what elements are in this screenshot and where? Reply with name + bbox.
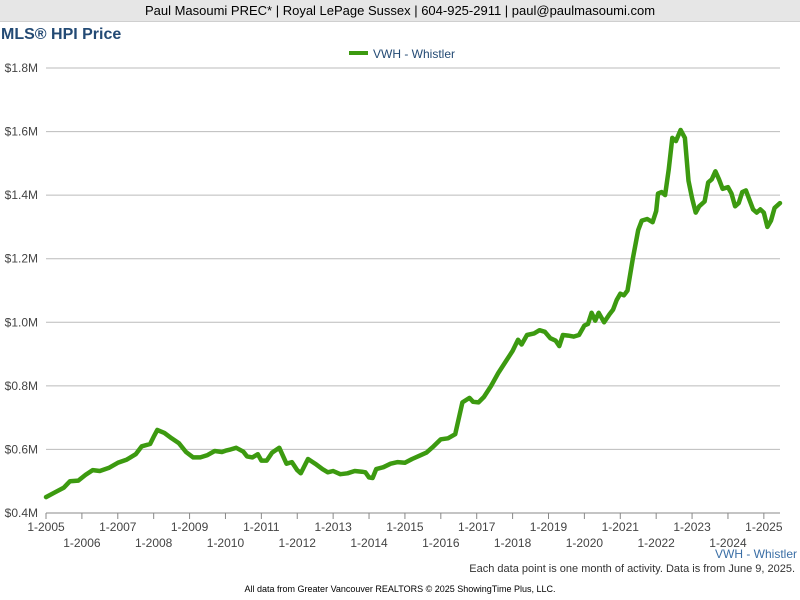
x-tick-label: 1-2015 [386,520,424,534]
x-tick-label: 1-2024 [709,536,747,550]
copyright-note: All data from Greater Vancouver REALTORS… [244,584,556,594]
y-tick-label: $0.6M [5,442,38,456]
x-tick-label: 1-2021 [602,520,640,534]
x-tick-label: 1-2025 [745,520,783,534]
x-tick-label: 1-2013 [314,520,352,534]
y-tick-label: $0.8M [5,379,38,393]
x-tick-label: 1-2014 [350,536,388,550]
y-tick-label: $1.0M [5,315,38,329]
x-tick-label: 1-2006 [63,536,101,550]
y-tick-label: $1.8M [5,61,38,75]
x-tick-label: 1-2007 [99,520,137,534]
legend-entry-vwh-whistler: VWH - Whistler [373,47,455,61]
x-tick-label: 1-2011 [243,520,280,534]
chart-title: MLS® HPI Price [1,26,122,43]
y-axis-ticks: $0.4M $0.6M $0.8M $1.0M $1.2M $1.4M $1.6M $1.8M [5,61,38,520]
y-tick-label: $1.6M [5,125,38,139]
legend: VWH - Whistler [349,47,455,61]
contact-text: Paul Masoumi PREC* | Royal LePage Sussex… [144,3,656,18]
x-tick-label: 1-2017 [458,520,496,534]
x-tick-label: 1-2016 [422,536,460,550]
x-tick-label: 1-2008 [135,536,173,550]
x-tick-label: 1-2019 [530,520,568,534]
x-axis-ticks: 1-2005 1-2006 1-2007 1-2008 1-2009 1-2010 1-20… [27,513,783,550]
x-tick-label: 1-2005 [27,520,65,534]
gridlines [46,67,780,514]
x-tick-label: 1-2023 [673,520,711,534]
series-line-vwh-whistler [43,127,783,500]
x-tick-label: 1-2020 [566,536,604,550]
x-tick-label: 1-2010 [207,536,245,550]
y-tick-label: $0.4M [5,506,38,520]
x-tick-label: 1-2022 [637,536,675,550]
x-tick-label: 1-2009 [171,520,209,534]
x-tick-label: 1-2012 [279,536,317,550]
activity-note: Each data point is one month of activity… [469,563,795,575]
y-tick-label: $1.2M [5,252,38,266]
series-end-label: VWH - Whistler [715,547,797,561]
x-tick-label: 1-2018 [494,536,532,550]
y-tick-label: $1.4M [5,188,38,202]
contact-header: Paul Masoumi PREC* | Royal LePage Sussex… [0,0,800,22]
